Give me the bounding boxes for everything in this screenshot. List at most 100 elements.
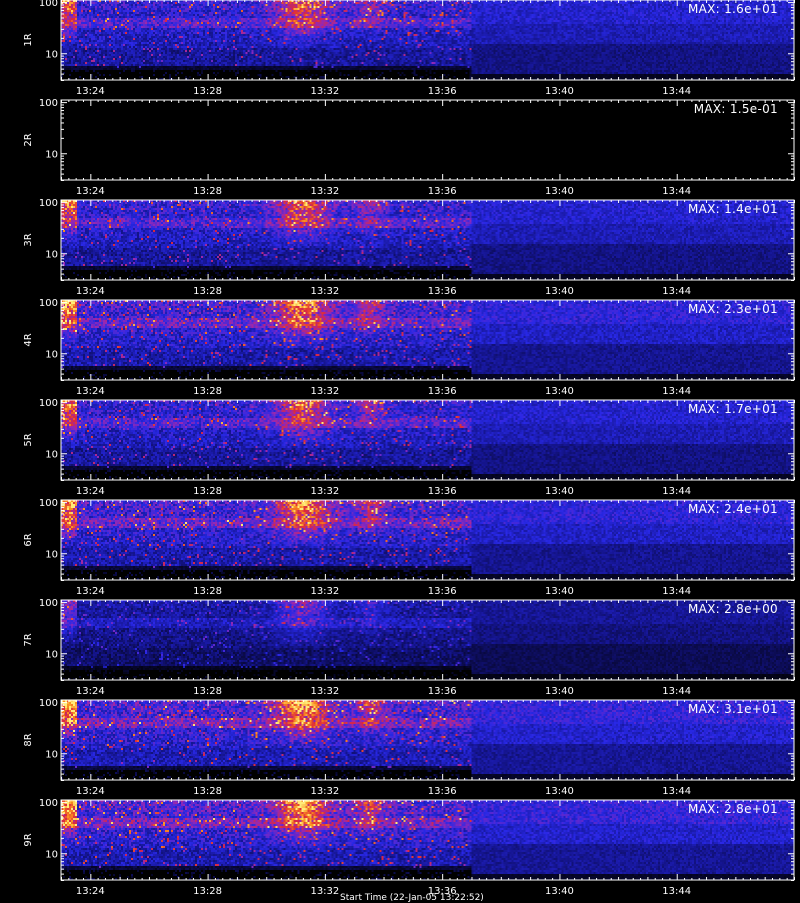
plot-frame (60, 599, 795, 681)
panel-axes: 13:24 13:28 13:32 13:36 13:40 13:44 100 10 2R (23, 98, 795, 197)
max-value-label: MAX: 3.1e+01 (688, 702, 778, 716)
plot-frame (60, 299, 795, 381)
x-tick-label: 13:32 (310, 486, 339, 497)
panel-label: 5R (23, 433, 34, 446)
x-tick-label: 13:40 (545, 86, 574, 97)
panel-axes: 13:24 13:28 13:32 13:36 13:40 13:44 100 10 8R (23, 698, 795, 797)
plot-frame (60, 499, 795, 581)
y-tick-label: 10 (45, 349, 58, 360)
spectrogram-heatmap (61, 300, 794, 380)
x-tick-label: 13:32 (310, 886, 339, 897)
panel-label: 9R (23, 833, 34, 846)
spectrogram-heatmap (61, 800, 794, 880)
x-tick-label: 13:36 (428, 186, 457, 197)
x-tick-label: 13:24 (76, 186, 105, 197)
x-tick-label: 13:44 (662, 386, 691, 397)
panel-axes: 13:24 13:28 13:32 13:36 13:40 13:44 100 10 6R (23, 498, 795, 597)
spectrogram-panel: 13:24 13:28 13:32 13:36 13:40 13:44 100 10 9R MAX… (0, 798, 800, 900)
plot-frame (60, 799, 795, 881)
x-tick-label: 13:36 (428, 586, 457, 597)
x-tick-label: 13:32 (310, 786, 339, 797)
max-value: 1.4e+01 (724, 202, 778, 216)
max-value: 2.4e+01 (724, 502, 778, 516)
max-value: 2.3e+01 (724, 302, 778, 316)
spectrogram-heatmap (61, 0, 794, 80)
x-tick-label: 13:32 (310, 186, 339, 197)
max-prefix: MAX: (687, 402, 725, 416)
max-value: 1.7e+01 (724, 402, 778, 416)
x-tick-label: 13:44 (662, 786, 691, 797)
x-tick-label: 13:36 (428, 686, 457, 697)
max-value: 1.5e-01 (729, 102, 778, 116)
max-prefix: MAX: (687, 802, 725, 816)
panel-axes: 13:24 13:28 13:32 13:36 13:40 13:44 100 10 5R (23, 398, 795, 497)
x-tick-label: 13:40 (545, 786, 574, 797)
panel-axes: 13:24 13:28 13:32 13:36 13:40 13:44 100 10 9R (23, 798, 795, 897)
y-tick-label: 10 (45, 49, 58, 60)
max-prefix: MAX: (693, 102, 730, 116)
x-tick-label: 13:36 (428, 386, 457, 397)
x-tick-label: 13:24 (76, 86, 105, 97)
x-tick-label: 13:24 (76, 586, 105, 597)
x-tick-label: 13:40 (545, 386, 574, 397)
x-tick-label: 13:40 (545, 886, 574, 897)
spectrogram-heatmap (61, 700, 794, 780)
x-tick-label: 13:40 (545, 286, 574, 297)
plot-frame (60, 0, 795, 81)
panel-label: 4R (23, 333, 34, 346)
x-tick-label: 13:28 (193, 86, 222, 97)
x-tick-label: 13:24 (76, 786, 105, 797)
max-value-label: MAX: 1.7e+01 (688, 402, 778, 416)
x-tick-label: 13:28 (193, 786, 222, 797)
y-tick-label: 100 (39, 598, 58, 609)
y-tick-label: 100 (39, 98, 58, 109)
x-tick-label: 13:40 (545, 186, 574, 197)
y-tick-label: 100 (39, 198, 58, 209)
max-value: 2.8e+00 (724, 602, 778, 616)
max-prefix: MAX: (687, 2, 725, 16)
x-tick-label: 13:36 (428, 86, 457, 97)
y-tick-label: 100 (39, 0, 58, 9)
x-tick-label: 13:36 (428, 786, 457, 797)
x-tick-label: 13:28 (193, 486, 222, 497)
x-tick-label: 13:32 (310, 386, 339, 397)
y-tick-label: 10 (45, 749, 58, 760)
x-tick-label: 13:44 (662, 486, 691, 497)
x-tick-label: 13:36 (428, 886, 457, 897)
x-tick-label: 13:40 (545, 586, 574, 597)
y-tick-label: 100 (39, 798, 58, 809)
max-prefix: MAX: (687, 602, 725, 616)
spectrogram-panel: 13:24 13:28 13:32 13:36 13:40 13:44 100 10 6R MAX… (0, 498, 800, 600)
spectrogram-panel: 13:24 13:28 13:32 13:36 13:40 13:44 100 10 1R MAX… (0, 0, 800, 100)
x-tick-label: 13:44 (662, 586, 691, 597)
panel-label: 3R (23, 233, 34, 246)
plot-frame (60, 99, 795, 181)
x-tick-label: 13:28 (193, 686, 222, 697)
x-tick-label: 13:40 (545, 686, 574, 697)
x-tick-label: 13:28 (193, 286, 222, 297)
spectrogram-panel: 13:24 13:28 13:32 13:36 13:40 13:44 100 10 8R MAX… (0, 698, 800, 800)
max-prefix: MAX: (687, 302, 725, 316)
x-tick-label: 13:44 (662, 686, 691, 697)
x-tick-label: 13:28 (193, 586, 222, 597)
spectrogram-panel: 13:24 13:28 13:32 13:36 13:40 13:44 100 10 2R MAX… (0, 98, 800, 200)
spectrogram-panel: 13:24 13:28 13:32 13:36 13:40 13:44 100 10 4R MAX… (0, 298, 800, 400)
panel-axes: 13:24 13:28 13:32 13:36 13:40 13:44 100 10 7R (23, 598, 795, 697)
x-tick-label: 13:36 (428, 286, 457, 297)
x-tick-label: 13:32 (310, 286, 339, 297)
panel-label: 8R (23, 733, 34, 746)
x-tick-label: 13:28 (193, 386, 222, 397)
spectrogram-panel: 13:24 13:28 13:32 13:36 13:40 13:44 100 10 3R MAX… (0, 198, 800, 300)
panel-label: 1R (23, 33, 34, 46)
max-value: 2.8e+01 (724, 802, 778, 816)
max-prefix: MAX: (687, 202, 725, 216)
panel-label: 6R (23, 533, 34, 546)
max-value-label: MAX: 1.5e-01 (694, 102, 778, 116)
max-value: 1.6e+01 (724, 2, 778, 16)
x-tick-label: 13:44 (662, 886, 691, 897)
spectrogram-panel: 13:24 13:28 13:32 13:36 13:40 13:44 100 10 7R MAX… (0, 598, 800, 700)
x-tick-label: 13:24 (76, 386, 105, 397)
y-tick-label: 10 (45, 649, 58, 660)
x-tick-label: 13:24 (76, 886, 105, 897)
